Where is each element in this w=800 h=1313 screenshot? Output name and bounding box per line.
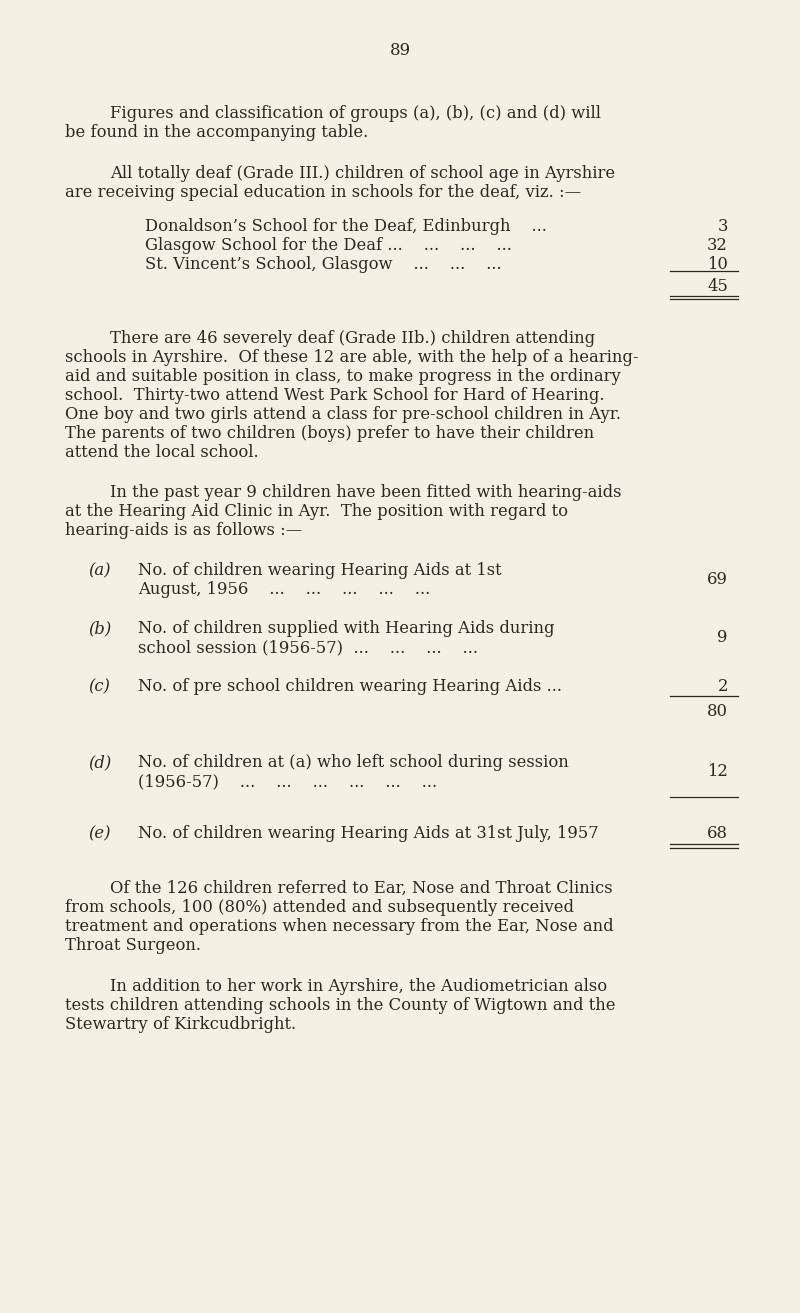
Text: school session (1956-57)  ...    ...    ...    ...: school session (1956-57) ... ... ... ... [138,639,478,656]
Text: No. of children wearing Hearing Aids at 1st: No. of children wearing Hearing Aids at … [138,562,502,579]
Text: Of the 126 children referred to Ear, Nose and Throat Clinics: Of the 126 children referred to Ear, Nos… [110,880,613,897]
Text: In the past year 9 children have been fitted with hearing-aids: In the past year 9 children have been fi… [110,484,622,502]
Text: aid and suitable position in class, to make progress in the ordinary: aid and suitable position in class, to m… [65,368,621,385]
Text: attend the local school.: attend the local school. [65,444,258,461]
Text: St. Vincent’s School, Glasgow    ...    ...    ...: St. Vincent’s School, Glasgow ... ... ..… [145,256,502,273]
Text: at the Hearing Aid Clinic in Ayr.  The position with regard to: at the Hearing Aid Clinic in Ayr. The po… [65,503,568,520]
Text: 2: 2 [718,678,728,695]
Text: One boy and two girls attend a class for pre-school children in Ayr.: One boy and two girls attend a class for… [65,406,621,423]
Text: All totally deaf (Grade III.) children of school age in Ayrshire: All totally deaf (Grade III.) children o… [110,165,615,183]
Text: are receiving special education in schools for the deaf, viz. :—: are receiving special education in schoo… [65,184,581,201]
Text: schools in Ayrshire.  Of these 12 are able, with the help of a hearing-: schools in Ayrshire. Of these 12 are abl… [65,349,638,366]
Text: The parents of two children (boys) prefer to have their children: The parents of two children (boys) prefe… [65,425,594,442]
Text: be found in the accompanying table.: be found in the accompanying table. [65,123,368,140]
Text: Stewartry of Kirkcudbright.: Stewartry of Kirkcudbright. [65,1016,296,1033]
Text: 12: 12 [707,763,728,780]
Text: tests children attending schools in the County of Wigtown and the: tests children attending schools in the … [65,997,615,1014]
Text: 69: 69 [707,571,728,588]
Text: In addition to her work in Ayrshire, the Audiometrician also: In addition to her work in Ayrshire, the… [110,978,607,995]
Text: 10: 10 [707,256,728,273]
Text: Glasgow School for the Deaf ...    ...    ...    ...: Glasgow School for the Deaf ... ... ... … [145,238,512,253]
Text: No. of children wearing Hearing Aids at 31st July, 1957: No. of children wearing Hearing Aids at … [138,825,598,842]
Text: No. of children supplied with Hearing Aids during: No. of children supplied with Hearing Ai… [138,620,554,637]
Text: No. of pre school children wearing Hearing Aids ...: No. of pre school children wearing Heari… [138,678,562,695]
Text: treatment and operations when necessary from the Ear, Nose and: treatment and operations when necessary … [65,918,614,935]
Text: August, 1956    ...    ...    ...    ...    ...: August, 1956 ... ... ... ... ... [138,580,430,597]
Text: No. of children at (a) who left school during session: No. of children at (a) who left school d… [138,754,569,771]
Text: Donaldson’s School for the Deaf, Edinburgh    ...: Donaldson’s School for the Deaf, Edinbur… [145,218,547,235]
Text: 89: 89 [390,42,410,59]
Text: (b): (b) [88,620,111,637]
Text: Throat Surgeon.: Throat Surgeon. [65,937,201,955]
Text: from schools, 100 (80%) attended and subsequently received: from schools, 100 (80%) attended and sub… [65,899,574,916]
Text: Figures and classification of groups (a), (b), (c) and (d) will: Figures and classification of groups (a)… [110,105,601,122]
Text: (a): (a) [88,562,110,579]
Text: 3: 3 [718,218,728,235]
Text: hearing-aids is as follows :—: hearing-aids is as follows :— [65,523,302,540]
Text: 9: 9 [718,629,728,646]
Text: There are 46 severely deaf (Grade IIb.) children attending: There are 46 severely deaf (Grade IIb.) … [110,330,595,347]
Text: 80: 80 [707,702,728,720]
Text: (d): (d) [88,754,111,771]
Text: (c): (c) [88,678,110,695]
Text: (e): (e) [88,825,110,842]
Text: 32: 32 [707,238,728,253]
Text: school.  Thirty-two attend West Park School for Hard of Hearing.: school. Thirty-two attend West Park Scho… [65,387,605,404]
Text: 45: 45 [707,278,728,295]
Text: 68: 68 [707,825,728,842]
Text: (1956-57)    ...    ...    ...    ...    ...    ...: (1956-57) ... ... ... ... ... ... [138,773,437,790]
